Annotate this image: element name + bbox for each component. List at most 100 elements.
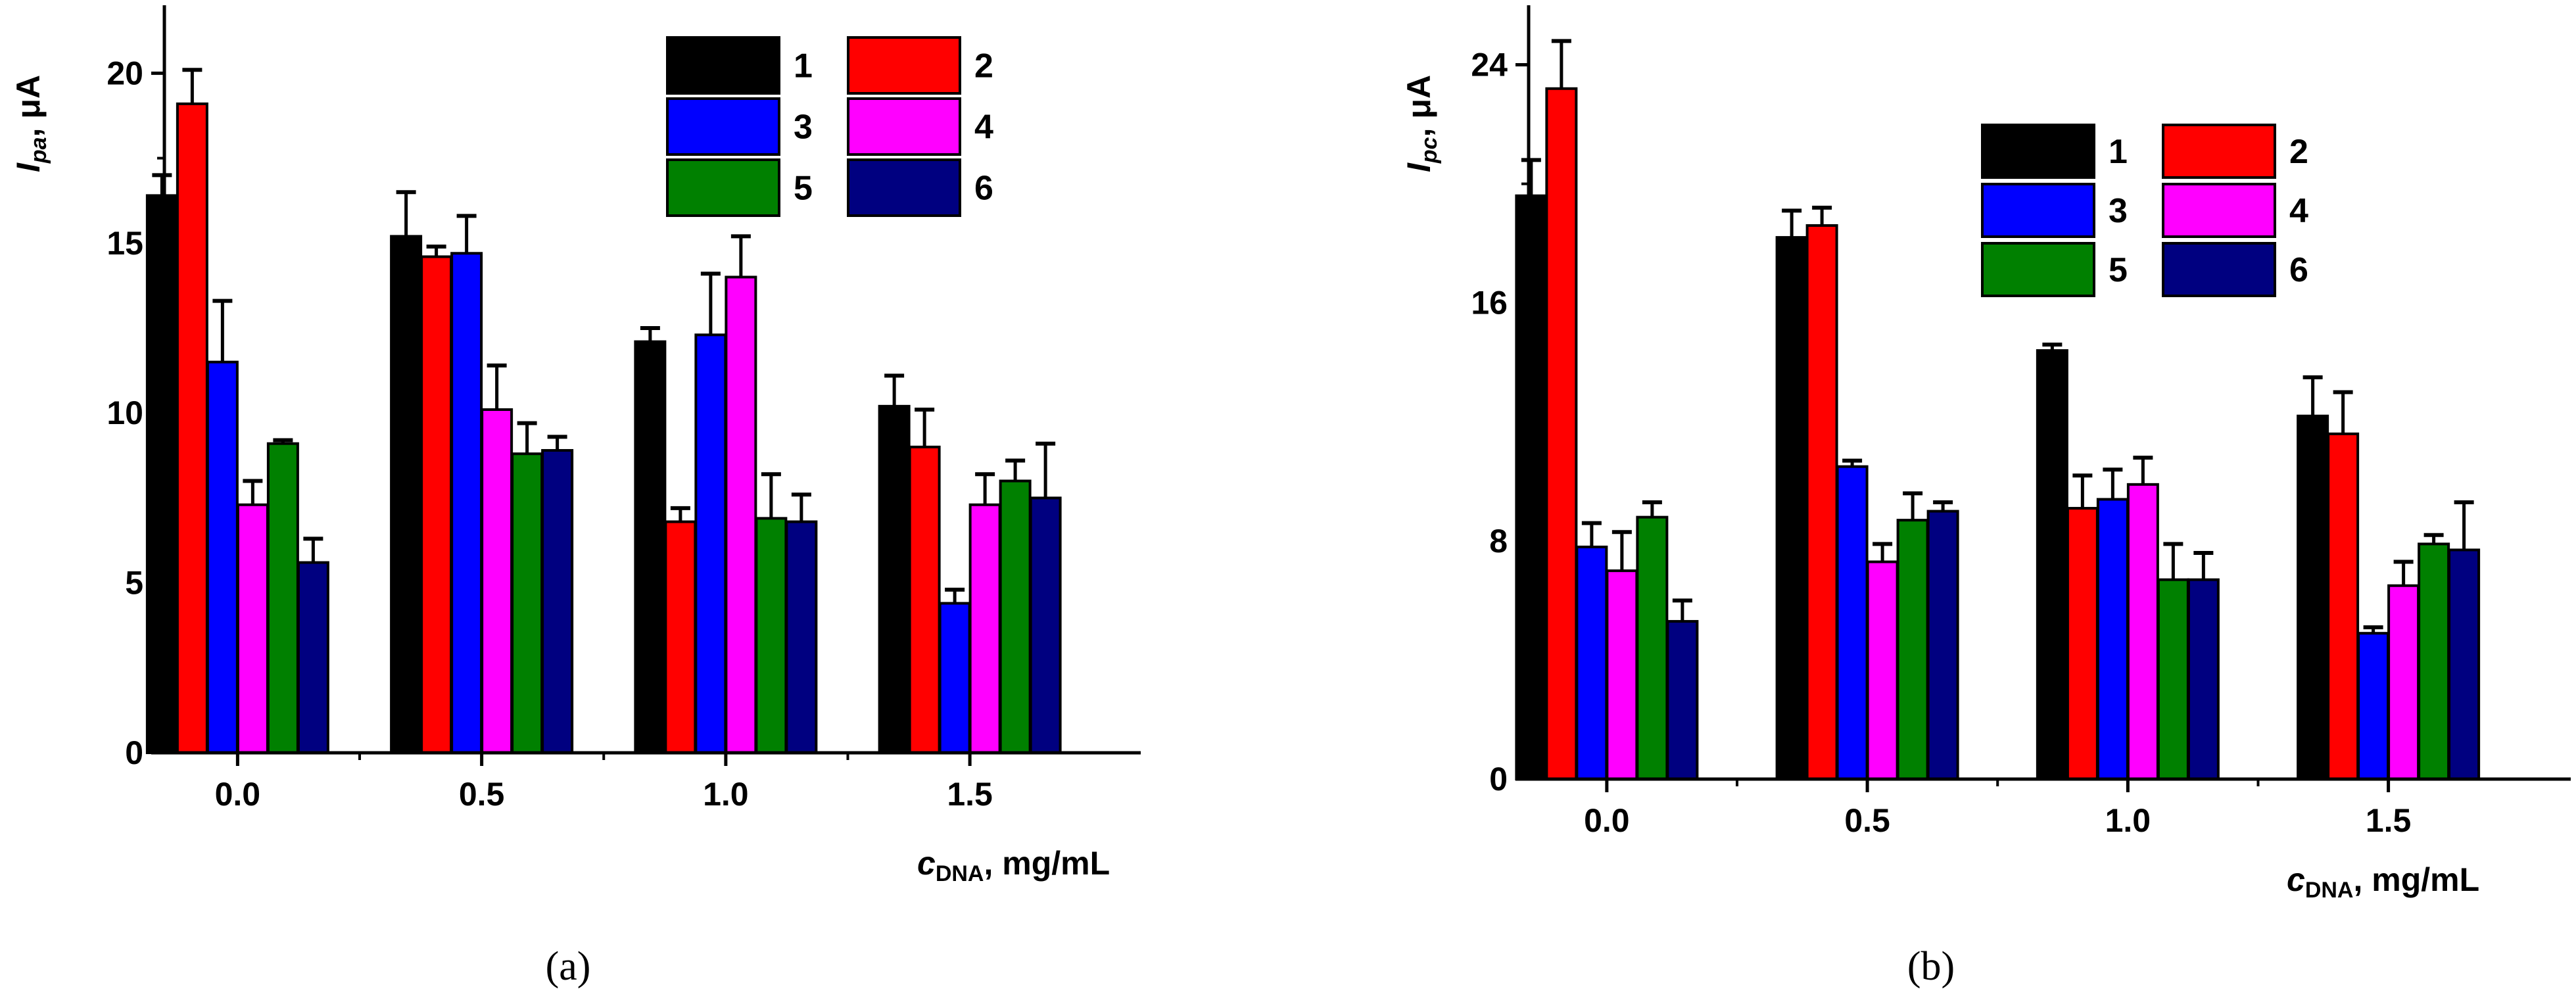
- legend-swatch-2: [2162, 124, 2276, 179]
- legend-label-6: 6: [2289, 251, 2308, 289]
- legend-label-5: 5: [794, 170, 813, 208]
- legend-swatch-2: [847, 36, 961, 95]
- legend-swatch-4: [847, 97, 961, 156]
- bar-series-3-x-1.0: [2096, 498, 2129, 780]
- y-tick-label: 5: [125, 565, 143, 602]
- axes-frame-b: [1527, 5, 2571, 781]
- bar-series-3-x-0.5: [450, 252, 483, 754]
- y-tick-label: 15: [107, 225, 143, 262]
- bar-series-1-x-0.0: [1515, 194, 1548, 780]
- legend-b: 1 2 3 4 5 6: [1981, 124, 2308, 297]
- bar-series-5-x-1.5: [999, 479, 1032, 755]
- legend-label-4: 4: [974, 108, 993, 147]
- y-axis-label-b: Ipc, μA: [1400, 75, 1442, 172]
- x-axis-ticks-a: 0.0 0.5 1.0 1.5: [215, 753, 993, 813]
- bar-series-4-x-0.5: [1866, 560, 1899, 780]
- axes-frame-a: [162, 5, 1141, 755]
- x-tick-label: 0.5: [459, 776, 505, 813]
- bar-series-4-x-0.0: [1606, 569, 1638, 780]
- bar-series-2-x-1.5: [2327, 432, 2360, 780]
- legend-label-2: 2: [974, 47, 993, 85]
- y-tick-label: 0: [125, 734, 143, 771]
- bar-series-2-x-1.5: [908, 445, 941, 754]
- bar-series-6-x-0.5: [1926, 510, 1959, 780]
- bar-series-5-x-0.5: [511, 452, 544, 754]
- bar-series-1-x-1.0: [634, 340, 667, 754]
- bar-series-2-x-1.0: [664, 520, 697, 755]
- legend-label-1: 1: [2109, 133, 2128, 171]
- x-tick-label: 1.5: [947, 776, 993, 813]
- bar-series-2-x-0.5: [420, 255, 453, 755]
- y-axis-ticks-a: 0 5 10 15 20: [107, 55, 164, 771]
- bar-series-3-x-0.0: [206, 360, 239, 754]
- bar-series-6-x-0.0: [297, 561, 329, 755]
- legend-label-4: 4: [2289, 192, 2308, 230]
- bar-series-5-x-0.5: [1896, 519, 1929, 781]
- bar-series-5-x-1.0: [2157, 578, 2189, 780]
- legend-swatch-6: [847, 158, 961, 217]
- legend-label-2: 2: [2289, 133, 2308, 171]
- bar-series-1-x-0.5: [390, 235, 423, 755]
- bar-series-3-x-0.5: [1836, 465, 1869, 781]
- bar-series-1-x-1.5: [878, 404, 911, 754]
- bar-series-2-x-1.0: [2066, 507, 2099, 780]
- bar-series-2-x-0.5: [1805, 224, 1838, 780]
- legend-label-1: 1: [794, 47, 813, 85]
- x-tick-label: 0.5: [1844, 802, 1890, 839]
- legend-swatch-5: [666, 158, 780, 217]
- bar-series-3-x-1.0: [694, 333, 727, 754]
- bar-series-1-x-0.5: [1775, 236, 1808, 781]
- bar-series-4-x-1.5: [2387, 584, 2420, 780]
- y-tick-label: 0: [1489, 761, 1508, 798]
- y-axis-ticks-b: 0 8 16 24: [1471, 47, 1529, 798]
- chart-panel-a: 0 5 10 15 20 0.0 0.5 1.0 1.5 1 2 3 4 5 6 Ipa, μA cDN…: [10, 5, 1141, 989]
- legend-a: 1 2 3 4 5 6: [666, 36, 993, 217]
- bar-series-5-x-1.0: [755, 517, 788, 754]
- legend-swatch-4: [2162, 183, 2276, 238]
- bar-series-5-x-1.5: [2418, 542, 2450, 780]
- y-tick-label: 24: [1471, 47, 1508, 83]
- y-tick-label: 20: [107, 55, 143, 91]
- x-tick-label: 0.0: [215, 776, 261, 813]
- bar-series-6-x-1.5: [1029, 496, 1062, 754]
- bar-series-4-x-1.0: [2126, 483, 2159, 780]
- bar-series-3-x-1.5: [938, 602, 971, 754]
- x-axis-label-a: cDNA, mg/mL: [917, 845, 1110, 886]
- legend-swatch-3: [1981, 183, 2095, 238]
- bar-series-1-x-0.0: [145, 194, 178, 755]
- x-tick-label: 1.0: [2105, 802, 2151, 839]
- legend-swatch-5: [1981, 242, 2095, 297]
- bar-series-2-x-0.0: [1545, 87, 1578, 780]
- bar-series-5-x-0.0: [1636, 515, 1669, 781]
- x-tick-label: 1.5: [2366, 802, 2412, 839]
- y-axis-label-a: Ipa, μA: [10, 75, 51, 172]
- legend-label-3: 3: [2109, 192, 2128, 230]
- bar-series-4-x-0.0: [236, 503, 269, 754]
- legend-swatch-1: [666, 36, 780, 95]
- bar-series-4-x-1.5: [968, 503, 1001, 754]
- panel-caption-b: (b): [1907, 944, 1955, 989]
- legend-swatch-6: [2162, 242, 2276, 297]
- bar-series-1-x-1.5: [2297, 414, 2329, 780]
- legend-swatch-3: [666, 97, 780, 156]
- bar-marks-b: [1515, 39, 2481, 781]
- x-tick-label: 0.0: [1584, 802, 1630, 839]
- x-axis-ticks-b: 0.0 0.5 1.0 1.5: [1584, 779, 2411, 839]
- bar-marks-a: [145, 68, 1062, 755]
- bar-series-6-x-1.0: [785, 520, 818, 755]
- bar-series-2-x-0.0: [176, 102, 208, 755]
- bar-series-3-x-1.5: [2357, 632, 2390, 781]
- y-tick-label: 8: [1489, 523, 1508, 560]
- legend-label-3: 3: [794, 108, 813, 147]
- legend-label-5: 5: [2109, 251, 2128, 289]
- legend-swatch-1: [1981, 124, 2095, 179]
- bar-series-3-x-0.0: [1575, 545, 1608, 781]
- x-tick-label: 1.0: [703, 776, 749, 813]
- legend-label-6: 6: [974, 170, 993, 208]
- bar-series-1-x-1.0: [2036, 349, 2068, 780]
- bar-series-5-x-0.0: [266, 442, 299, 754]
- y-tick-label: 10: [107, 394, 143, 431]
- x-axis-label-b: cDNA, mg/mL: [2287, 861, 2479, 903]
- bar-series-6-x-0.0: [1666, 620, 1699, 780]
